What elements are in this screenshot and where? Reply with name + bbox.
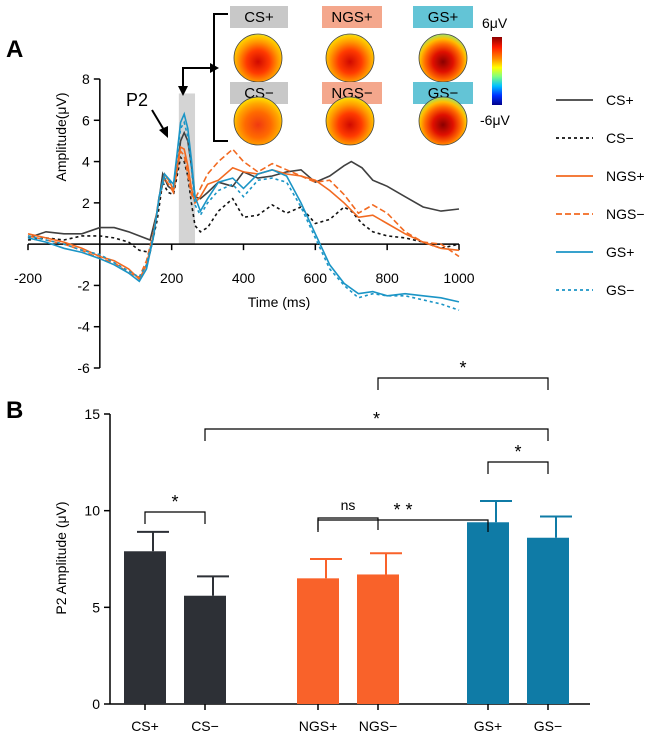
topomap-head-4 <box>325 96 375 146</box>
sig-label-5: * <box>459 358 466 378</box>
colorbar-min-label: -6μV <box>480 112 511 128</box>
erp-axes: -6 -4 -2 2 4 6 8 -200 200 400 600 800 1000 <box>14 71 475 376</box>
erp-x-axis-title: Time (ms) <box>248 294 310 310</box>
bar-2 <box>297 578 339 704</box>
bar-0 <box>124 551 166 704</box>
legend-label-1: CS− <box>606 130 634 146</box>
erp-line-4 <box>27 111 460 303</box>
topomap-label-bg-2 <box>413 6 473 28</box>
topomap-label-2: GS+ <box>428 9 459 26</box>
legend-label-0: CS+ <box>606 92 634 108</box>
topomap-label-bg-3 <box>230 82 288 104</box>
erp-x-tick-label: 600 <box>304 270 328 286</box>
erp-y-tick-label: 6 <box>82 112 90 128</box>
bar-x-tick-label: CS+ <box>131 718 159 734</box>
bar-x-tick-label: CS− <box>191 718 219 734</box>
topomap-label-0: CS+ <box>244 9 274 26</box>
p2-annotation: P2 <box>126 90 148 110</box>
erp-y-tick-label: 8 <box>82 71 90 87</box>
bar-5 <box>527 537 569 704</box>
erp-y-axis-title: Amplitude(μV) <box>53 93 69 182</box>
panel-b-label: B <box>6 397 23 424</box>
erp-line-2 <box>27 145 460 281</box>
erp-y-tick-label: -4 <box>77 319 90 335</box>
bar-y-tick-label: 10 <box>84 503 100 519</box>
significance-brackets: * ns * * * * * <box>144 358 549 532</box>
erp-x-tick-label: 400 <box>232 270 256 286</box>
topomap-head-2 <box>418 33 468 83</box>
sig-label-4: * <box>373 409 380 429</box>
legend-label-4: GS+ <box>606 244 634 260</box>
topomap-bracket <box>213 13 228 142</box>
sig-label-0: * <box>171 492 178 512</box>
p2-arrow-line <box>151 109 165 131</box>
topomap-label-5: GS− <box>428 85 459 102</box>
topomap-label-bg-0 <box>230 6 288 28</box>
sig-label-1: ns <box>341 497 356 513</box>
sig-label-3: * * <box>393 500 412 520</box>
bar-y-tick-label: 5 <box>92 599 100 615</box>
erp-x-tick-label: 800 <box>375 270 399 286</box>
erp-x-tick-label: 200 <box>160 270 184 286</box>
topomap-colorbar: 6μV -6μV <box>480 15 511 128</box>
erp-legend: CS+ CS− NGS+ NGS− GS+ GS− <box>556 92 645 298</box>
p2-arrow-head <box>159 126 168 138</box>
erp-line-1 <box>27 155 460 254</box>
erp-line-3 <box>27 148 460 279</box>
erp-y-tick-label: 2 <box>82 195 90 211</box>
bar-1 <box>184 595 226 704</box>
topomap-head-1 <box>325 33 375 83</box>
legend-label-5: GS− <box>606 282 634 298</box>
erp-y-tick-label: -2 <box>77 277 90 293</box>
erp-y-tick-label: 4 <box>82 154 90 170</box>
bars <box>124 500 572 704</box>
colorbar-max-label: 6μV <box>482 15 508 31</box>
sig-bracket-4 <box>204 428 549 441</box>
sig-bracket-3 <box>317 519 489 532</box>
topomaps: CS+ NGS+ GS+CS− NGS− GS− <box>230 6 473 146</box>
erp-x-tick-label: 1000 <box>443 270 474 286</box>
sig-bracket-5 <box>377 377 549 390</box>
p2-bar-chart: 0 5 10 15 CS+ CS− NGS+ NGS− GS+ GS− * ns * * * * * P2 … <box>53 358 590 734</box>
sig-bracket-2 <box>487 461 549 474</box>
bar-x-tick-label: NGS− <box>359 718 398 734</box>
bar-y-tick-label: 0 <box>92 696 100 712</box>
bar-y-axis-title: P2 Amplitude (μV) <box>53 501 69 614</box>
bar-x-tick-label: GS+ <box>474 718 502 734</box>
bar-4 <box>467 522 509 704</box>
legend-label-3: NGS− <box>606 206 645 222</box>
topomap-connector <box>182 67 215 92</box>
erp-series <box>27 111 460 311</box>
erp-line-0 <box>27 130 460 242</box>
topomap-head-0 <box>233 33 283 83</box>
bar-x-tick-label: GS− <box>534 718 562 734</box>
bar-y-tick-label: 15 <box>84 406 100 422</box>
colorbar <box>492 37 502 105</box>
topomap-label-bg-1 <box>322 6 382 28</box>
topomap-label-1: NGS+ <box>331 9 373 26</box>
topomap-head-3 <box>233 96 283 146</box>
erp-chart: -6 -4 -2 2 4 6 8 -200 200 400 600 800 1000 Time (ms)… <box>14 13 475 376</box>
topomap-label-4: NGS− <box>331 85 373 102</box>
sig-bracket-0 <box>144 511 206 524</box>
panel-a-label: A <box>6 36 23 63</box>
topomap-head-5 <box>418 96 468 146</box>
topomap-label-bg-4 <box>322 82 382 104</box>
bar-x-tick-label: NGS+ <box>299 718 338 734</box>
connector-arrow-down <box>178 86 188 96</box>
sig-label-2: * <box>514 442 521 462</box>
erp-y-tick-label: -6 <box>77 360 90 376</box>
topomap-label-bg-5 <box>413 82 473 104</box>
legend-label-2: NGS+ <box>606 168 645 184</box>
erp-x-tick-label: -200 <box>14 270 42 286</box>
bar-3 <box>357 574 399 704</box>
